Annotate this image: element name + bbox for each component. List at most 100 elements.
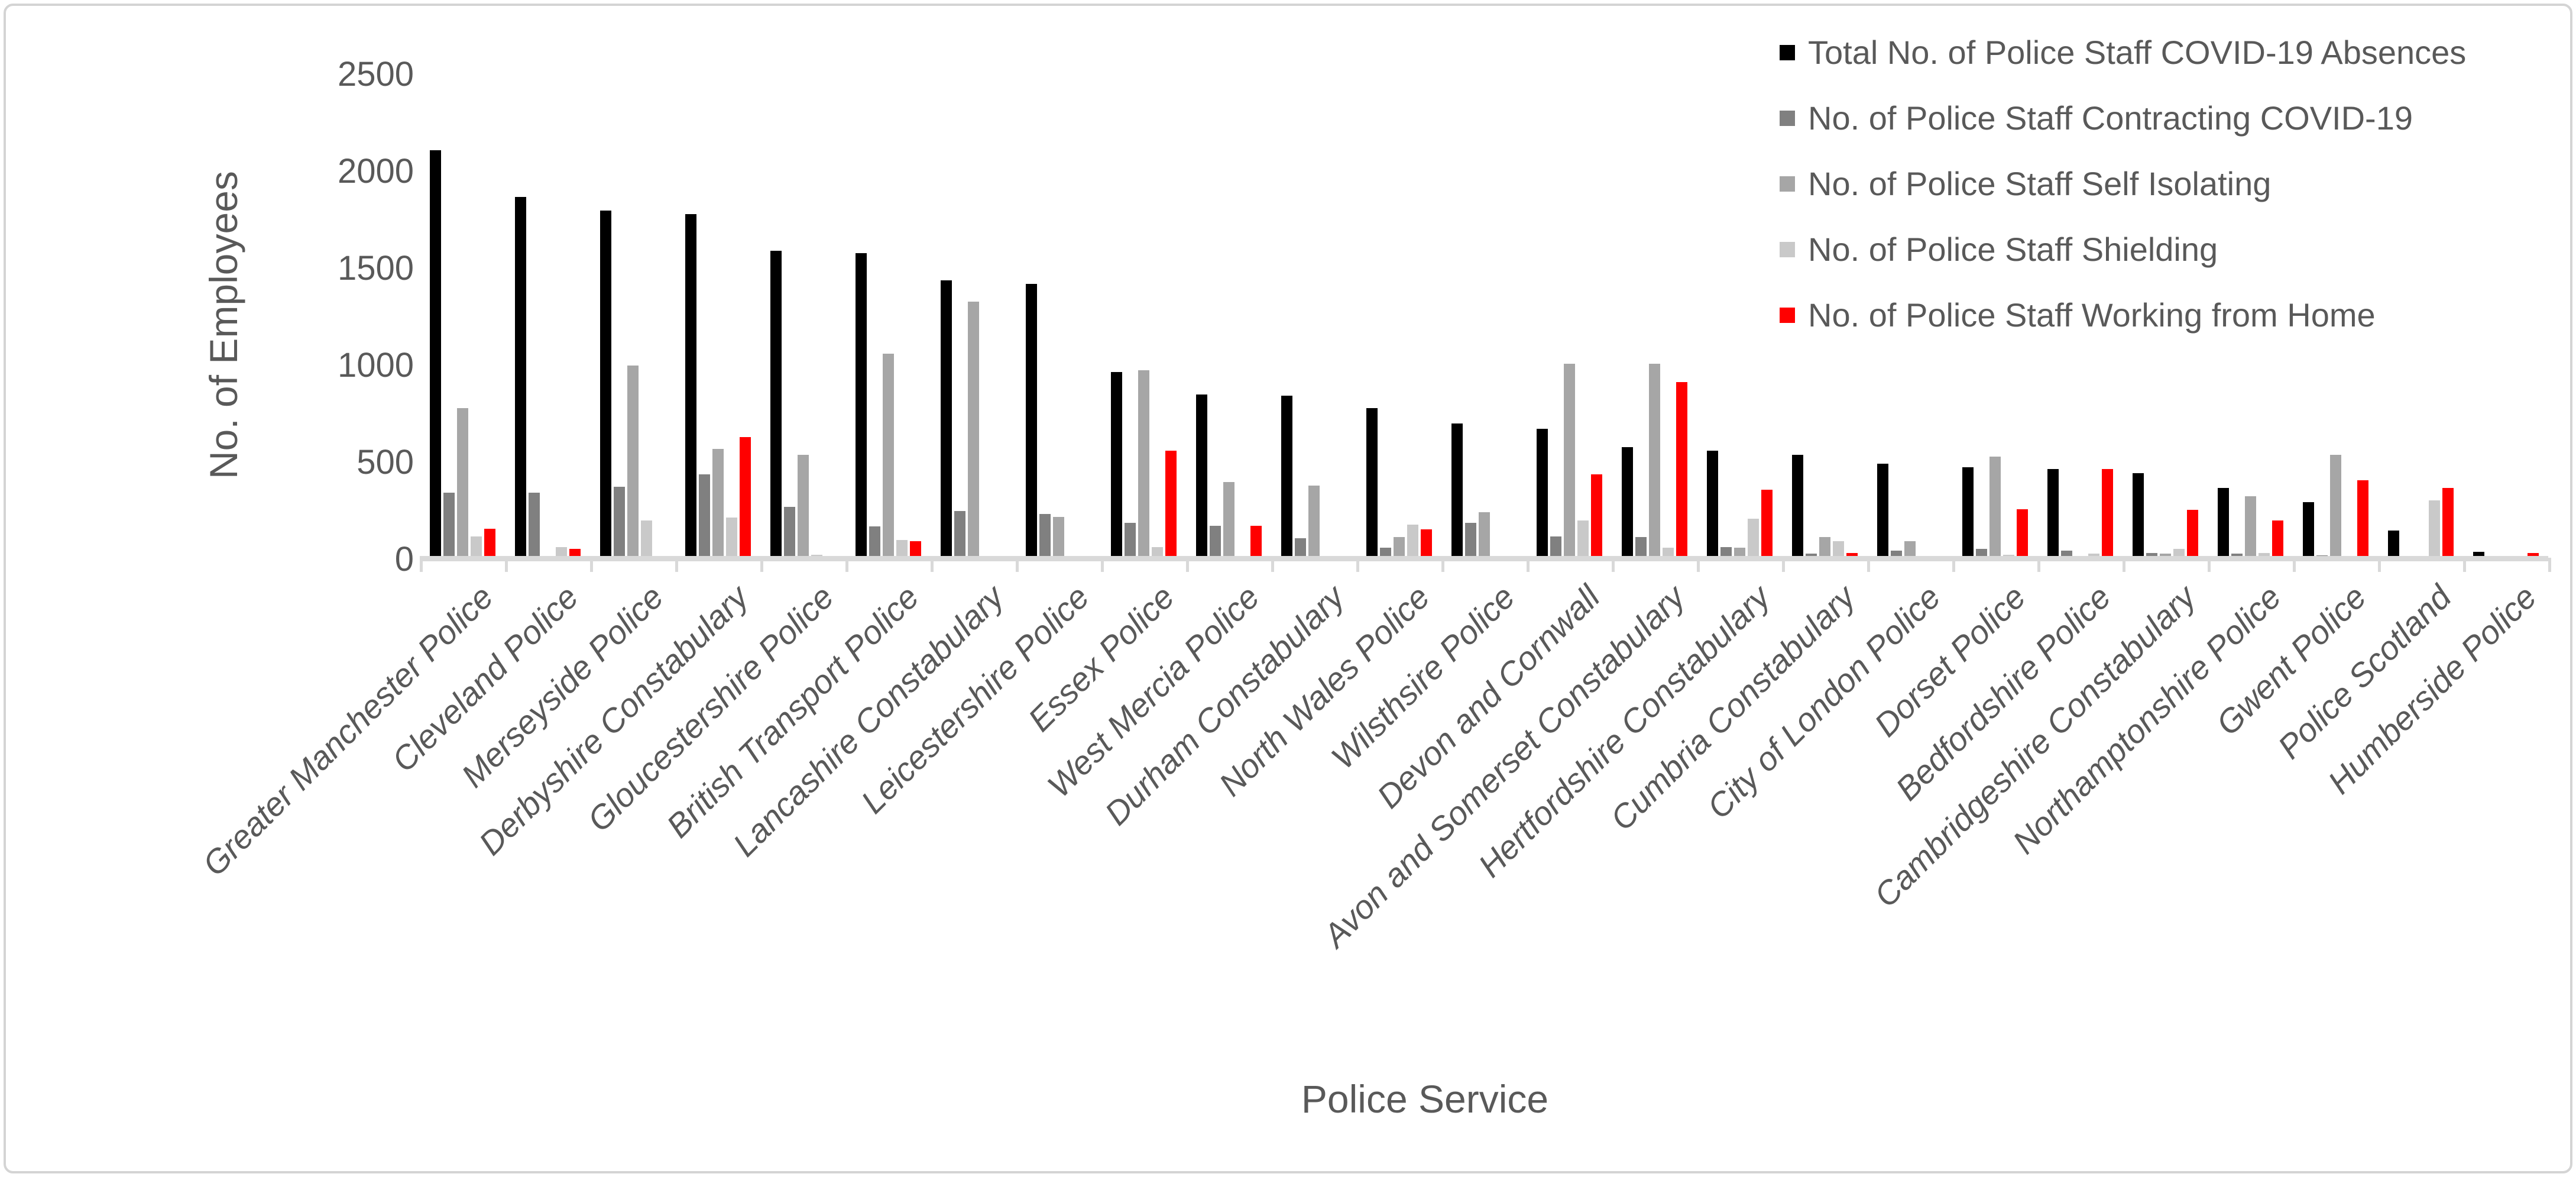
- legend-swatch-icon: [1780, 176, 1795, 192]
- bar: [1294, 538, 1306, 560]
- bar: [1621, 447, 1633, 560]
- bar: [1165, 451, 1177, 560]
- bar: [1195, 395, 1207, 560]
- bar: [484, 528, 495, 560]
- legend: Total No. of Police Staff COVID-19 Absen…: [1780, 35, 2466, 364]
- legend-swatch-icon: [1780, 111, 1795, 126]
- bar: [940, 280, 952, 560]
- bar: [2272, 520, 2283, 560]
- bar: [1407, 524, 1418, 560]
- bar: [855, 253, 867, 560]
- bar: [1962, 467, 1974, 560]
- bar: [1648, 363, 1660, 560]
- bar: [2442, 487, 2454, 560]
- bar: [1124, 522, 1136, 560]
- legend-label: No. of Police Staff Self Isolating: [1808, 165, 2272, 202]
- bar: [1366, 408, 1378, 560]
- bar: [2428, 500, 2440, 560]
- bar: [882, 354, 894, 560]
- y-tick-label: 500: [357, 443, 414, 481]
- bar: [1451, 423, 1463, 560]
- x-tick-mark: [1697, 558, 1700, 572]
- bar: [909, 541, 921, 560]
- bar: [1590, 474, 1602, 560]
- x-tick-mark: [1271, 558, 1274, 572]
- legend-label: No. of Police Staff Contracting COVID-19: [1808, 99, 2413, 137]
- y-tick-label: 2000: [337, 152, 414, 190]
- x-tick-mark: [590, 558, 593, 572]
- legend-item: Total No. of Police Staff COVID-19 Absen…: [1780, 35, 2466, 70]
- legend-label: No. of Police Staff Shielding: [1808, 231, 2218, 268]
- bar: [1904, 541, 1916, 560]
- bar: [627, 366, 639, 560]
- bar: [1308, 486, 1320, 560]
- bar: [1052, 516, 1064, 560]
- bar: [1420, 529, 1432, 560]
- bar: [613, 487, 625, 560]
- bar: [2387, 530, 2399, 560]
- x-tick-mark: [2037, 558, 2040, 572]
- bar: [1989, 457, 2001, 560]
- legend-swatch-icon: [1780, 308, 1795, 323]
- x-tick-mark: [2463, 558, 2466, 572]
- x-tick-mark: [1782, 558, 1785, 572]
- bar: [1577, 520, 1589, 560]
- chart-frame: No. of Employees Police Service 2500 2000…: [4, 4, 2572, 1173]
- bar: [470, 536, 482, 560]
- legend-label: No. of Police Staff Working from Home: [1808, 296, 2376, 334]
- x-tick-mark: [1441, 558, 1444, 572]
- legend-item: No. of Police Staff Working from Home: [1780, 298, 2466, 332]
- bar: [770, 251, 782, 560]
- bar: [1550, 536, 1561, 560]
- y-tick-label: 2500: [337, 55, 414, 93]
- plot-area: 2500 2000 1500 1000 500 0 Greater Manchester …: [6, 6, 2570, 1171]
- bar: [685, 214, 696, 560]
- bar: [712, 449, 724, 560]
- bar: [2016, 509, 2028, 560]
- x-tick-mark: [1101, 558, 1104, 572]
- bar: [1025, 284, 1037, 560]
- x-tick-mark: [760, 558, 763, 572]
- bar: [1138, 370, 1149, 560]
- y-tick-label: 1000: [337, 346, 414, 384]
- legend-item: No. of Police Staff Shielding: [1780, 232, 2466, 267]
- bar: [783, 507, 795, 560]
- y-tick-label: 0: [394, 540, 414, 578]
- bar: [797, 454, 809, 560]
- x-tick-mark: [2208, 558, 2211, 572]
- bar: [1464, 522, 1476, 560]
- x-tick-mark: [845, 558, 848, 572]
- bar: [2217, 487, 2229, 560]
- x-tick-mark: [1612, 558, 1615, 572]
- legend-item: No. of Police Staff Self Isolating: [1780, 167, 2466, 201]
- bar: [429, 150, 441, 560]
- bar: [1819, 537, 1830, 560]
- bar: [1563, 363, 1575, 560]
- x-tick-mark: [1356, 558, 1359, 572]
- bar: [1877, 463, 1888, 560]
- bar: [1676, 381, 1687, 560]
- x-tick-mark: [420, 558, 423, 572]
- bar: [896, 540, 908, 560]
- bar: [1110, 372, 1122, 560]
- bar: [1791, 454, 1803, 560]
- bar: [2302, 502, 2314, 560]
- bar: [1747, 519, 1759, 560]
- bar: [1761, 489, 1773, 560]
- bar: [1039, 513, 1051, 560]
- bar: [2357, 480, 2368, 560]
- bar: [528, 492, 540, 560]
- x-tick-mark: [2548, 558, 2551, 572]
- legend-swatch-icon: [1780, 45, 1795, 60]
- legend-label: Total No. of Police Staff COVID-19 Absen…: [1808, 34, 2467, 71]
- x-tick-mark: [1867, 558, 1870, 572]
- bar: [1209, 525, 1221, 560]
- bar: [1281, 395, 1292, 560]
- bar: [2101, 469, 2113, 560]
- legend-swatch-icon: [1780, 242, 1795, 257]
- bar: [1393, 537, 1405, 560]
- x-tick-mark: [931, 558, 934, 572]
- x-axis-title: Police Service: [1301, 1077, 1549, 1121]
- bar: [698, 474, 710, 560]
